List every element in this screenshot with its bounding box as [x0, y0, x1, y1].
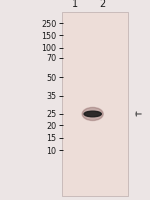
Text: 70: 70 [46, 54, 56, 63]
Text: 20: 20 [46, 121, 56, 130]
Ellipse shape [82, 108, 103, 121]
Text: 100: 100 [41, 44, 56, 53]
Text: 1: 1 [72, 0, 78, 9]
Text: 250: 250 [41, 20, 56, 28]
FancyBboxPatch shape [62, 13, 128, 196]
Text: 150: 150 [41, 32, 56, 40]
Text: 50: 50 [46, 74, 56, 82]
Ellipse shape [84, 112, 101, 117]
Text: 15: 15 [46, 134, 56, 142]
Text: 10: 10 [46, 146, 56, 155]
Text: 25: 25 [46, 110, 56, 119]
Text: 2: 2 [100, 0, 106, 9]
Text: 35: 35 [46, 92, 56, 101]
